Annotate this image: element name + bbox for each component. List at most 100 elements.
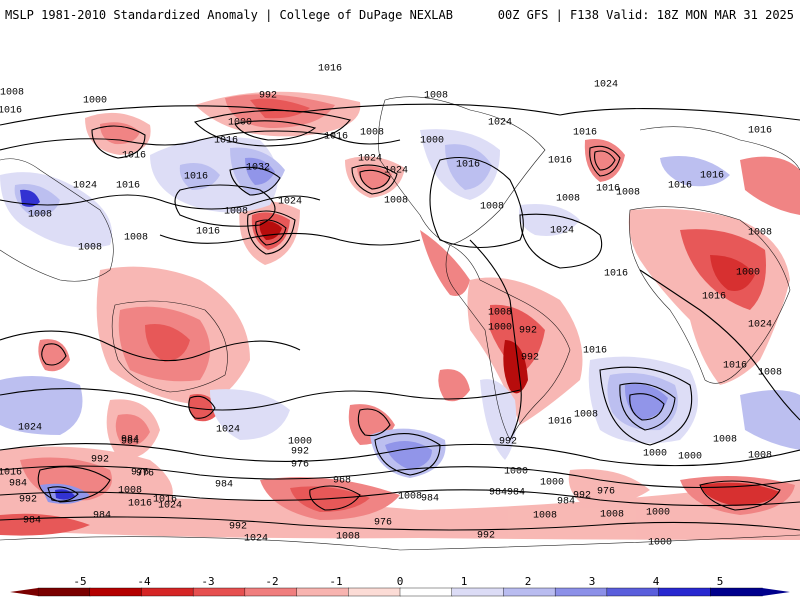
isobar-label: 992: [259, 91, 277, 102]
isobar-label: 984: [9, 479, 27, 490]
isobar-label: 1016: [723, 361, 747, 372]
colorbar-cell: [141, 587, 194, 597]
isobar-label: 1008: [424, 91, 448, 102]
colorbar-tick-label: -5: [73, 575, 87, 588]
colorbar-cell: [296, 587, 349, 597]
isobar-label: 1016: [122, 151, 146, 162]
colorbar-tick-label: -3: [201, 575, 215, 588]
isobar-label: 1008: [533, 511, 557, 522]
isobar-label: 984: [215, 480, 233, 491]
colorbar: [10, 587, 790, 597]
colorbar-cell: [451, 587, 505, 597]
isobar-label: 1024: [550, 226, 574, 237]
isobar-label: 1016: [748, 126, 772, 137]
isobar-label: 1016: [573, 128, 597, 139]
isobar-label: 1016: [583, 346, 607, 357]
isobar-label: 1008: [556, 194, 580, 205]
isobar-label: 1024: [488, 118, 512, 129]
isobar-label: 1008: [118, 486, 142, 497]
colorbar-right-arrow: [762, 588, 790, 596]
isobar-label: 1016: [116, 181, 140, 192]
isobar-label: 984: [121, 435, 139, 446]
header-bar: MSLP 1981-2010 Standardized Anomaly | Co…: [0, 0, 800, 40]
isobar-label: 992: [91, 455, 109, 466]
colorbar-tick-label: 2: [524, 575, 532, 588]
isobar-label: 992: [499, 437, 517, 448]
isobar-label: 1000: [648, 538, 672, 549]
colorbar-cell: [399, 587, 453, 597]
isobar-label: 1008: [78, 243, 102, 254]
isobar-label: 1008: [124, 233, 148, 244]
colorbar-tick-label: 4: [652, 575, 660, 588]
isobar-label: 1000: [83, 96, 107, 107]
isobar-label: 1008: [713, 435, 737, 446]
colorbar-cell: [37, 587, 91, 597]
isobar-label: 1008: [758, 368, 782, 379]
isobar-label: 992: [573, 491, 591, 502]
isobar-label: 1008: [0, 88, 24, 99]
isobar-label: 992: [291, 447, 309, 458]
isobar-label: 1008: [748, 228, 772, 239]
colorbar-cell: [554, 587, 608, 597]
valid-time-label: 00Z GFS | F138 Valid: 18Z MON MAR 31 202…: [497, 8, 794, 22]
isobar-label: 1008: [480, 202, 504, 213]
isobar-label: 1008: [574, 410, 598, 421]
isobar-label: 976: [597, 487, 615, 498]
colorbar-cell: [244, 587, 298, 597]
colorbar-tick-label: 1: [460, 575, 468, 588]
isobar-label: 1008: [224, 207, 248, 218]
isobar-label: 984: [121, 437, 139, 448]
isobar-label: 976: [374, 518, 392, 529]
isobar-label: 1008: [488, 308, 512, 319]
isobar-label: 1000: [488, 323, 512, 334]
colorbar-cell: [658, 587, 711, 597]
isobar-label: 1016: [196, 227, 220, 238]
isobar-label: 1008: [398, 492, 422, 503]
isobar-label: 976: [291, 460, 309, 471]
isobar-label: 1008: [28, 210, 52, 221]
isobar-label: 992: [19, 495, 37, 506]
isobar-label: 1024: [216, 425, 240, 436]
colorbar-cell: [348, 587, 401, 597]
isobar-label: 1016: [0, 106, 22, 117]
isobar-label: 1016: [0, 468, 22, 479]
isobar-label: 1024: [73, 181, 97, 192]
isobar-label: 1016: [184, 172, 208, 183]
map-title: MSLP 1981-2010 Standardized Anomaly | Co…: [5, 8, 453, 22]
isobar-label: 1016: [456, 160, 480, 171]
isobar-label: 1016: [214, 136, 238, 147]
isobar-label: 1000: [643, 449, 667, 460]
colorbar-tick-label: 0: [396, 575, 404, 588]
isobar-label: 1000: [228, 118, 252, 129]
isobar-label: 976: [131, 468, 149, 479]
isobar-label: 992: [229, 522, 247, 533]
isobar-label: 984: [489, 488, 507, 499]
isobar-label: 1016: [548, 417, 572, 428]
isobar-label: 1016: [596, 184, 620, 195]
isobar-label: 984: [23, 516, 41, 527]
isobar-label: 1008: [384, 196, 408, 207]
isobar-label: 1008: [360, 128, 384, 139]
isobar-label: 968: [333, 476, 351, 487]
isobar-label: 1024: [384, 166, 408, 177]
colorbar-tick-label: -1: [329, 575, 343, 588]
colorbar-tick-label: 3: [588, 575, 596, 588]
colorbar-tick-label: -2: [265, 575, 279, 588]
isobar-label: 1016: [128, 499, 152, 510]
isobar-label: 1024: [358, 154, 382, 165]
isobar-label: 1000: [420, 136, 444, 147]
isobar-label: 1024: [594, 80, 618, 91]
isobar-label: 1008: [336, 532, 360, 543]
isobar-label: 992: [477, 531, 495, 542]
colorbar-cell: [192, 587, 246, 597]
isobar-label: 1000: [504, 467, 528, 478]
isobar-label: 1008: [616, 188, 640, 199]
isobar-label: 1000: [540, 478, 564, 489]
isobar-label: 1016: [668, 181, 692, 192]
isobar-label: 1024: [748, 320, 772, 331]
colorbar-cell: [89, 587, 143, 597]
colorbar-cell: [710, 587, 763, 597]
isobar-label: 984: [93, 511, 111, 522]
isobar-label: 1024: [18, 423, 42, 434]
